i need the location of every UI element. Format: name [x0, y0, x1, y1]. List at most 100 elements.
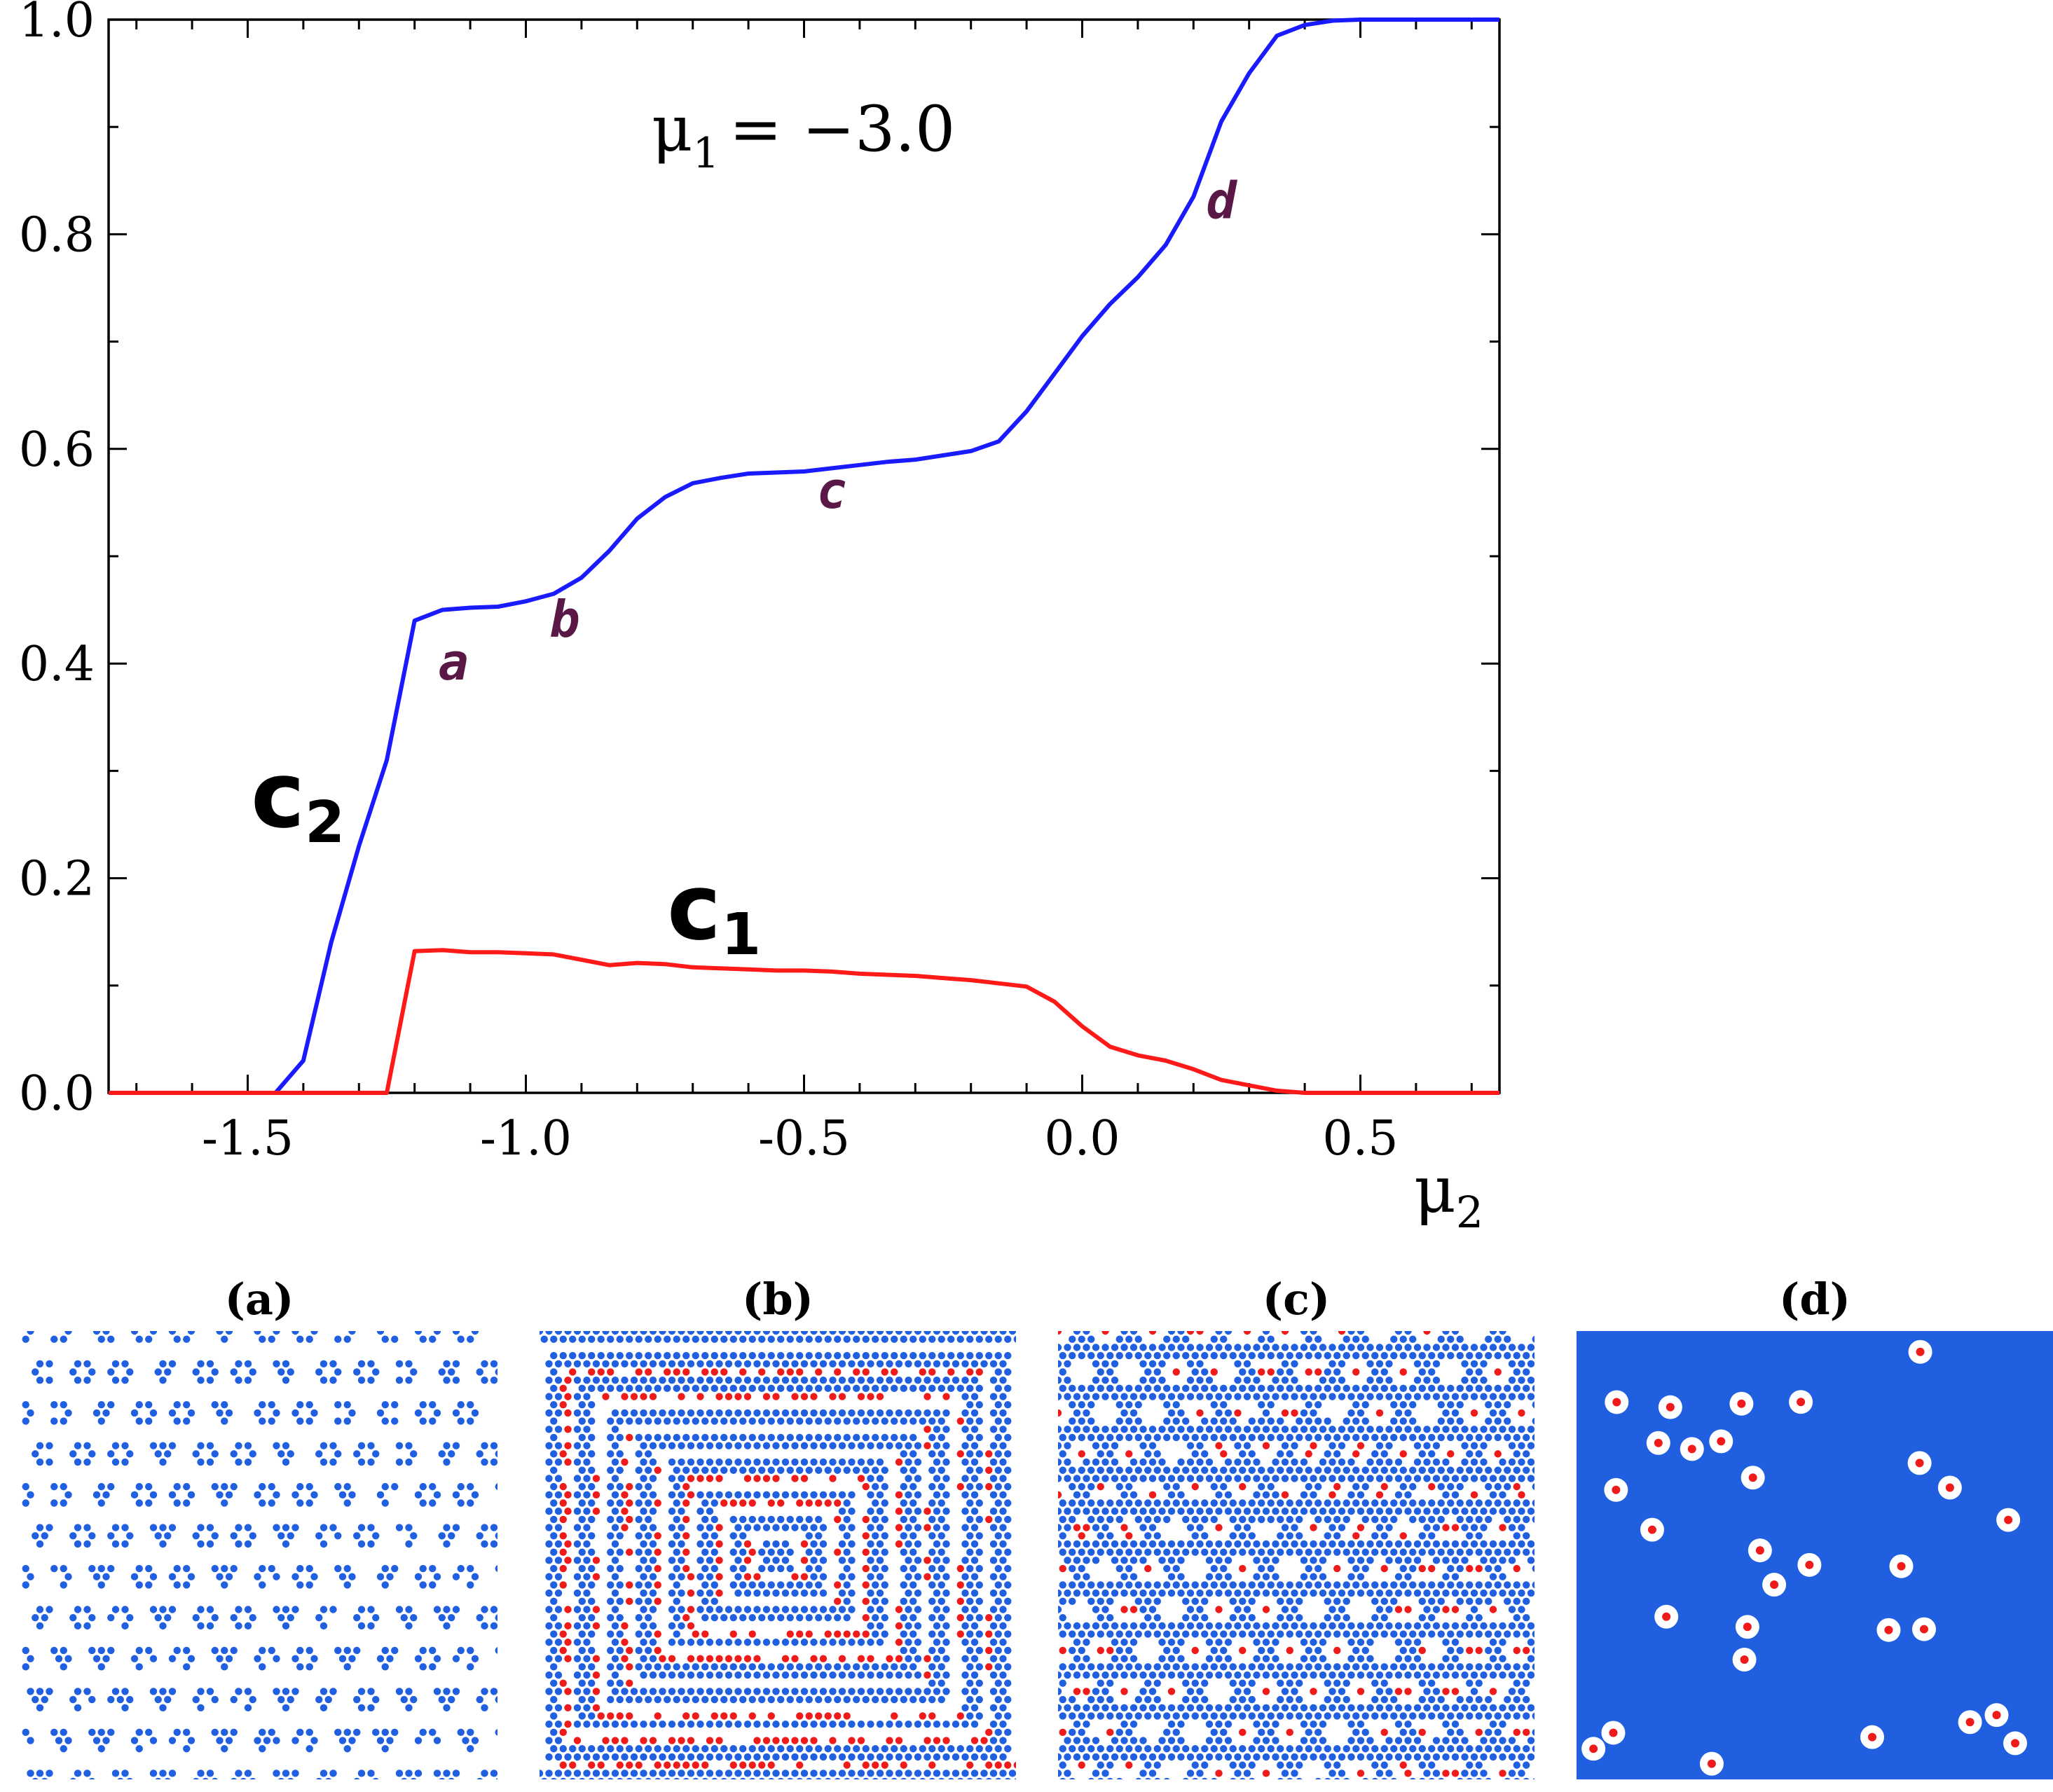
blue-particle	[905, 1720, 912, 1728]
blue-particle	[588, 1417, 596, 1425]
blue-particle	[291, 1737, 299, 1744]
blue-particle	[320, 1606, 328, 1613]
blue-particle	[989, 1393, 998, 1400]
blue-particle	[334, 1532, 342, 1540]
red-particle	[1148, 1331, 1157, 1335]
blue-particle	[1248, 1630, 1256, 1638]
red-particle	[1475, 1564, 1483, 1573]
blue-particle	[259, 1745, 266, 1753]
blue-particle	[810, 1524, 818, 1531]
blue-particle	[74, 1458, 82, 1466]
blue-particle	[1542, 1417, 1549, 1424]
blue-particle	[405, 1622, 413, 1630]
blue-particle	[1432, 1524, 1441, 1531]
blue-particle	[183, 1482, 191, 1491]
blue-particle	[701, 1564, 709, 1573]
blue-particle	[1158, 1393, 1166, 1400]
red-particle	[739, 1499, 747, 1507]
blue-particle	[50, 1728, 58, 1737]
blue-particle	[121, 1524, 129, 1531]
blue-particle	[1324, 1663, 1331, 1671]
blue-particle	[578, 1515, 586, 1524]
blue-particle	[1333, 1351, 1341, 1360]
blue-particle	[1338, 1671, 1346, 1679]
red-particle	[1494, 1450, 1502, 1458]
blue-particle	[372, 1613, 380, 1622]
blue-particle	[1451, 1737, 1460, 1744]
blue-particle	[1296, 1384, 1303, 1393]
blue-particle	[1196, 1688, 1204, 1695]
blue-particle	[1394, 1458, 1403, 1466]
blue-particle	[626, 1695, 633, 1704]
blue-particle	[1504, 1335, 1511, 1343]
blue-particle	[405, 1770, 413, 1777]
blue-particle	[1485, 1728, 1492, 1737]
blue-particle	[909, 1613, 917, 1622]
blue-particle	[863, 1777, 869, 1779]
blue-particle	[1442, 1589, 1450, 1597]
red-particle	[805, 1630, 813, 1638]
blue-particle	[1371, 1532, 1379, 1540]
blue-particle	[578, 1663, 586, 1671]
blue-particle	[734, 1376, 742, 1384]
blue-particle	[1333, 1548, 1341, 1556]
blue-particle	[249, 1777, 256, 1779]
blue-particle	[1087, 1401, 1095, 1409]
blue-particle	[682, 1417, 690, 1425]
blue-particle	[121, 1622, 129, 1630]
blue-particle	[1163, 1466, 1171, 1474]
blue-particle	[1296, 1597, 1303, 1606]
blue-particle	[1248, 1417, 1256, 1425]
blue-particle	[1404, 1720, 1412, 1728]
blue-particle	[654, 1695, 661, 1704]
blue-particle	[1399, 1663, 1407, 1671]
blue-particle	[1523, 1532, 1530, 1540]
blue-particle	[395, 1376, 404, 1384]
blue-particle	[367, 1704, 375, 1711]
blue-particle	[1347, 1589, 1355, 1597]
blue-particle	[1494, 1663, 1502, 1671]
blue-particle	[758, 1417, 766, 1425]
blue-particle	[819, 1688, 828, 1695]
blue-particle	[1064, 1671, 1071, 1679]
blue-particle	[348, 1409, 356, 1417]
blue-particle	[1475, 1450, 1483, 1458]
blue-particle	[107, 1450, 115, 1458]
blue-particle	[1347, 1331, 1355, 1335]
blue-particle	[800, 1770, 809, 1777]
blue-particle	[1258, 1630, 1265, 1638]
blue-particle	[1272, 1655, 1279, 1662]
blue-particle	[1106, 1745, 1114, 1753]
blue-particle	[1286, 1613, 1293, 1622]
blue-particle	[1324, 1548, 1331, 1556]
blue-particle	[640, 1409, 647, 1417]
blue-particle	[942, 1557, 950, 1564]
red-particle	[621, 1491, 629, 1499]
blue-particle	[938, 1351, 945, 1360]
blue-particle	[720, 1466, 728, 1474]
blue-particle	[1508, 1524, 1516, 1531]
blue-particle	[989, 1753, 998, 1761]
blue-particle	[1243, 1589, 1251, 1597]
blue-particle	[504, 1745, 511, 1752]
blue-particle	[111, 1360, 120, 1367]
blue-particle	[1258, 1433, 1265, 1442]
red-particle	[838, 1393, 846, 1400]
blue-particle	[819, 1753, 828, 1761]
blue-particle	[578, 1450, 586, 1458]
blue-particle	[197, 1360, 205, 1367]
blue-particle	[1172, 1663, 1180, 1671]
blue-particle	[900, 1548, 907, 1556]
red-particle	[715, 1573, 723, 1580]
blue-particle	[900, 1630, 907, 1638]
blue-particle	[900, 1417, 907, 1425]
blue-particle	[1078, 1548, 1085, 1556]
red-particle	[687, 1655, 695, 1662]
red-particle	[1423, 1331, 1431, 1335]
blue-particle	[1177, 1639, 1185, 1646]
blue-particle	[22, 1581, 29, 1589]
blue-particle	[711, 1777, 717, 1779]
blue-particle	[720, 1745, 728, 1753]
red-particle	[729, 1761, 737, 1769]
blue-particle	[1527, 1753, 1534, 1761]
